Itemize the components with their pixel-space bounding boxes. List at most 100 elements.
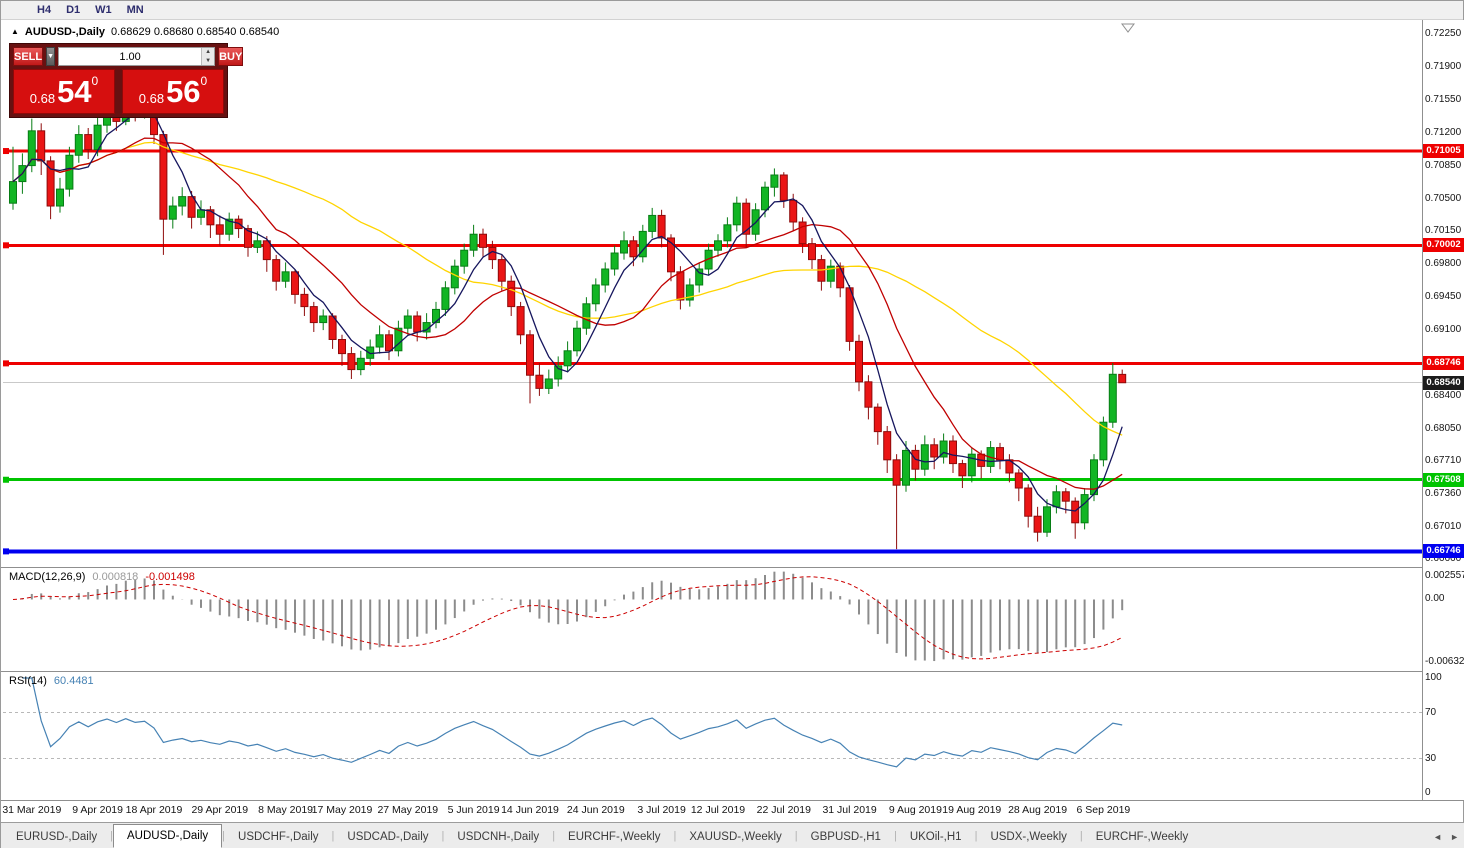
price-tick: 0.70150: [1425, 225, 1462, 237]
line-anchor-marker: [3, 548, 9, 555]
candle-body: [168, 205, 177, 220]
date-label: 19 Aug 2019: [942, 804, 1002, 816]
candle-body: [535, 374, 544, 389]
volume-increment-button[interactable]: ▲: [202, 48, 215, 57]
candle-body: [685, 284, 694, 301]
candle-body: [309, 306, 318, 324]
macd-main-value: 0.000818: [92, 571, 139, 583]
sell-price-display[interactable]: 0.68 54 0: [13, 69, 115, 114]
timeframe-button-w1[interactable]: W1: [89, 2, 118, 18]
volume-decrement-button[interactable]: ▼: [202, 56, 215, 65]
candle-body: [629, 240, 638, 258]
candle-body: [1043, 506, 1051, 533]
candle-body: [761, 186, 769, 211]
chart-tab-gbpusd-h1[interactable]: GBPUSD-,H1: [810, 831, 881, 843]
chart-shift-marker[interactable]: [1121, 23, 1135, 33]
chart-symbol-label: AUDUSD-,Daily: [24, 26, 105, 38]
tab-separator: |: [110, 829, 114, 842]
candle-body: [1108, 373, 1117, 423]
candle-body: [930, 444, 939, 458]
rsi-value: 60.4481: [53, 675, 94, 687]
chart-tab-xauusd-weekly[interactable]: XAUUSD-,Weekly: [689, 831, 782, 843]
candle-body: [347, 353, 356, 371]
current-price-tag: 0.68540: [1423, 375, 1464, 390]
rsi-panel[interactable]: [1, 672, 1422, 799]
sell-price-big: 54: [57, 73, 92, 109]
chart-tab-eurchf-weekly[interactable]: EURCHF-,Weekly: [1095, 831, 1189, 843]
main-price-chart[interactable]: [1, 20, 1422, 566]
tab-separator: |: [893, 829, 897, 842]
candle-body: [450, 265, 459, 289]
date-label: 8 May 2019: [258, 804, 314, 816]
chart-tab-eurchf-weekly[interactable]: EURCHF-,Weekly: [568, 831, 661, 843]
candle-body: [253, 240, 262, 248]
chart-tab-usdcnh-daily[interactable]: USDCNH-,Daily: [457, 831, 540, 843]
tabs-scroll-right-button[interactable]: ►: [1450, 832, 1459, 842]
tabs-navigation: ◄ ►: [1433, 832, 1459, 842]
buy-price-display[interactable]: 0.68 56 0: [122, 69, 224, 114]
buy-price-sup: 0: [200, 74, 208, 88]
line-anchor-marker: [3, 476, 9, 483]
price-axis[interactable]: 0.72250 0.71900 0.71550 0.71200 0.70850 0.705…: [1423, 20, 1464, 800]
candle-body: [300, 293, 309, 308]
timeframe-button-h4[interactable]: H4: [31, 2, 57, 18]
date-label: 24 Jun 2019: [566, 804, 625, 816]
price-tick: 0.68050: [1425, 422, 1462, 434]
candle-body: [385, 334, 393, 352]
candle-body: [1033, 515, 1042, 533]
candle-body: [1024, 487, 1033, 517]
date-label: 29 Apr 2019: [191, 804, 249, 816]
timeframe-toolbar: H4 D1 W1 MN: [1, 1, 1463, 20]
buy-button[interactable]: BUY: [218, 47, 244, 66]
volume-dropdown-button[interactable]: ▼: [46, 47, 56, 66]
candle-body: [939, 440, 948, 458]
panel-splitter[interactable]: [1, 671, 1464, 672]
candle-body: [441, 287, 450, 310]
candle-body: [873, 406, 882, 433]
date-label: 27 May 2019: [377, 804, 439, 816]
tabs-scroll-left-button[interactable]: ◄: [1433, 832, 1443, 842]
macd-name: MACD(12,26,9): [9, 571, 86, 583]
candle-body: [215, 224, 224, 235]
candle-body: [413, 315, 422, 333]
level-price-tag: 0.67508: [1423, 472, 1464, 487]
candle-body: [197, 209, 205, 218]
chart-tab-ukoil-h1[interactable]: UKOil-,H1: [909, 831, 962, 843]
timeframe-button-mn[interactable]: MN: [121, 2, 150, 18]
level-price-tag: 0.70002: [1423, 238, 1464, 253]
candle-body: [826, 265, 835, 282]
chart-ohlc-values: 0.68629 0.68680 0.68540 0.68540: [111, 26, 280, 38]
panel-splitter[interactable]: [1, 567, 1464, 568]
tab-separator: |: [673, 829, 677, 842]
candle-body: [864, 381, 873, 408]
chart-tab-audusd-daily[interactable]: AUDUSD-,Daily: [113, 824, 223, 848]
collapse-one-click-icon[interactable]: ▲: [11, 27, 19, 36]
chart-tab-usdcad-daily[interactable]: USDCAD-,Daily: [347, 831, 429, 843]
tab-separator: |: [222, 829, 226, 842]
timeframe-button-d1[interactable]: D1: [60, 2, 86, 18]
one-click-controls-row: SELL ▼ ▲ ▼ BUY: [13, 47, 244, 66]
price-tick: 0.72250: [1425, 28, 1462, 39]
sell-button[interactable]: SELL: [13, 47, 44, 66]
date-label: 28 Aug 2019: [1008, 804, 1068, 816]
rsi-axis-label: 0: [1425, 787, 1431, 798]
candle-body: [244, 228, 252, 248]
candle-body: [1080, 494, 1089, 524]
tab-separator: |: [552, 829, 556, 842]
chart-tab-eurusd-daily[interactable]: EURUSD-,Daily: [16, 831, 98, 843]
date-label: 22 Jul 2019: [756, 804, 811, 816]
one-click-trading-panel: SELL ▼ ▲ ▼ BUY 0.68 54 0 0.68 56 0: [9, 43, 244, 118]
date-axis[interactable]: 31 Mar 2019 9 Apr 2019 18 Apr 2019 29 Apr 2…: [1, 801, 1422, 820]
macd-panel[interactable]: [1, 568, 1422, 670]
chart-tab-usdx-weekly[interactable]: USDX-,Weekly: [990, 831, 1067, 843]
price-tick: 0.70500: [1425, 192, 1462, 204]
chart-tab-usdchf-daily[interactable]: USDCHF-,Daily: [238, 831, 319, 843]
candle-body: [432, 308, 440, 324]
line-anchor-marker: [3, 360, 9, 367]
price-tick: 0.69800: [1425, 258, 1462, 270]
macd-axis-label: 0.00: [1425, 593, 1445, 605]
panel-splitter: [1, 800, 1464, 801]
candle-body: [742, 202, 751, 235]
volume-input[interactable]: [59, 48, 202, 65]
sell-price-base: 0.68: [29, 91, 56, 106]
